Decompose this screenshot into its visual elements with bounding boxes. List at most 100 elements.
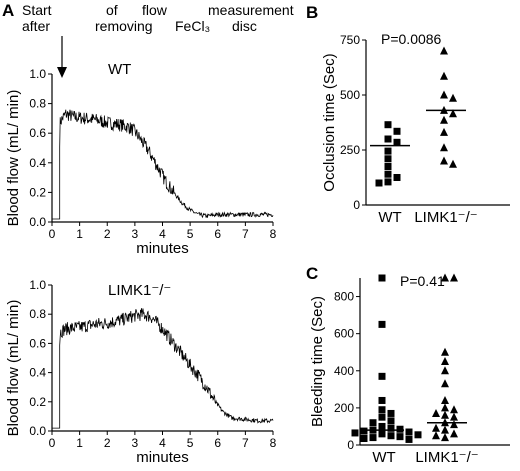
y-tick-label: 0.4 xyxy=(29,156,46,170)
data-point-square xyxy=(414,431,422,439)
data-point-square xyxy=(384,163,392,170)
data-point-square xyxy=(384,147,392,155)
data-point-square xyxy=(369,434,377,442)
blood-flow-trace xyxy=(52,109,274,220)
y-tick-label: 0.8 xyxy=(29,97,46,111)
chart-wt-blood-flow: 0 1 2 3 4 5 6 7 8 0.0 0.2 0.4 0.6 0.8 1.0 minutes Blood … xyxy=(5,61,277,257)
data-point-square xyxy=(378,274,386,282)
data-point-square xyxy=(384,170,392,178)
data-point-triangle xyxy=(441,403,449,412)
data-point-square xyxy=(378,413,386,421)
data-point-square xyxy=(378,422,386,430)
y-tick-label: 500 xyxy=(340,88,360,102)
annotation-word: FeCl₃ xyxy=(175,18,210,34)
data-point-square xyxy=(396,425,404,433)
p-value-label: P=0.41 xyxy=(400,273,445,289)
panel-letter-c: C xyxy=(306,264,318,283)
p-value-label: P=0.0086 xyxy=(381,31,442,47)
data-point-triangle xyxy=(440,143,448,152)
data-point-square xyxy=(405,435,413,443)
data-point-square xyxy=(405,428,413,436)
y-axis-label: Occlusion time (Sec) xyxy=(321,53,338,191)
flow-annotation: Start of flow measurement after removing… xyxy=(22,2,294,78)
chart-bleeding-time: 0 200 400 600 800 Bleeding time (Sec) P=0.41 WT… xyxy=(309,273,510,466)
data-point-triangle xyxy=(432,423,440,432)
data-point-square xyxy=(378,372,386,380)
x-tick-label: 0 xyxy=(49,227,56,241)
annotation-word: disc xyxy=(232,18,257,34)
data-point-triangle xyxy=(441,410,449,419)
y-axis-label: Blood flow (mL/ min) xyxy=(5,90,22,227)
y-tick-label: 0 xyxy=(347,438,354,452)
data-point-square xyxy=(387,409,395,417)
y-tick-label: 1.0 xyxy=(29,67,46,81)
data-point-square xyxy=(387,417,395,425)
data-point-square xyxy=(384,121,392,129)
y-tick-label: 0.0 xyxy=(29,215,46,229)
data-point-square xyxy=(375,179,383,187)
y-tick-label: 0.4 xyxy=(29,366,46,380)
y-tick-label: 0.2 xyxy=(29,185,46,199)
x-tick-label: 2 xyxy=(104,436,111,450)
data-point-triangle xyxy=(441,357,449,365)
data-point-square xyxy=(393,174,401,181)
data-point-triangle xyxy=(441,433,449,442)
annotation-word: after xyxy=(22,18,50,34)
data-point-square xyxy=(393,127,401,135)
data-point-square xyxy=(384,135,392,143)
data-point-triangle xyxy=(449,159,457,168)
y-tick-label: 0.6 xyxy=(29,336,46,350)
data-point-triangle xyxy=(440,71,448,80)
data-point-square xyxy=(378,320,386,328)
data-point-square xyxy=(351,429,359,437)
x-tick-label: 6 xyxy=(214,436,221,450)
x-tick-label: 2 xyxy=(104,227,111,241)
data-point-triangle xyxy=(450,273,458,282)
blood-flow-trace xyxy=(52,308,274,429)
data-point-square xyxy=(384,178,392,186)
data-point-square xyxy=(378,396,386,404)
data-point-square xyxy=(384,155,392,163)
data-point-triangle xyxy=(441,395,449,404)
data-point-triangle xyxy=(440,46,448,55)
y-tick-label: 0.6 xyxy=(29,126,46,140)
data-point-square xyxy=(387,432,395,440)
data-point-triangle xyxy=(440,90,448,99)
data-point-triangle xyxy=(440,115,448,124)
x-tick-label: 4 xyxy=(159,436,166,450)
y-tick-label: 800 xyxy=(334,290,354,304)
annotation-word: removing xyxy=(95,18,153,34)
annotation-word: flow xyxy=(142,2,168,18)
chart-limk1-blood-flow: 0 1 2 3 4 5 6 7 8 0.0 0.2 0.4 0.6 0.8 1.0 minutes Blood … xyxy=(5,278,277,466)
data-point-triangle xyxy=(449,93,457,102)
data-point-triangle xyxy=(441,347,449,356)
data-point-triangle xyxy=(440,127,448,136)
data-point-triangle xyxy=(450,412,458,421)
x-axis-label: minutes xyxy=(136,449,189,466)
annotation-arrow-head xyxy=(57,67,67,78)
x-tick-label: 8 xyxy=(270,227,277,241)
x-tick-label: 4 xyxy=(159,227,166,241)
y-tick-label: 250 xyxy=(340,143,360,157)
data-point-square xyxy=(369,419,377,427)
y-tick-label: 0 xyxy=(353,198,360,212)
x-axis-label: minutes xyxy=(136,240,189,257)
data-point-triangle xyxy=(450,405,458,414)
data-point-triangle xyxy=(432,408,440,417)
data-point-triangle xyxy=(441,379,449,388)
x-tick-label: 1 xyxy=(76,227,83,241)
x-tick-label: 8 xyxy=(270,436,277,450)
data-point-triangle xyxy=(450,420,458,429)
data-point-triangle xyxy=(449,109,457,118)
data-point-square xyxy=(393,138,401,146)
x-tick-label: 1 xyxy=(76,436,83,450)
x-tick-label: 3 xyxy=(132,436,139,450)
x-tick-label: 7 xyxy=(242,436,249,450)
data-point-triangle xyxy=(432,431,440,440)
x-tick-label: 6 xyxy=(214,227,221,241)
y-axis-label: Blood flow (mL/ min) xyxy=(5,300,22,437)
y-tick-label: 0.8 xyxy=(29,307,46,321)
data-point-triangle xyxy=(441,425,449,434)
